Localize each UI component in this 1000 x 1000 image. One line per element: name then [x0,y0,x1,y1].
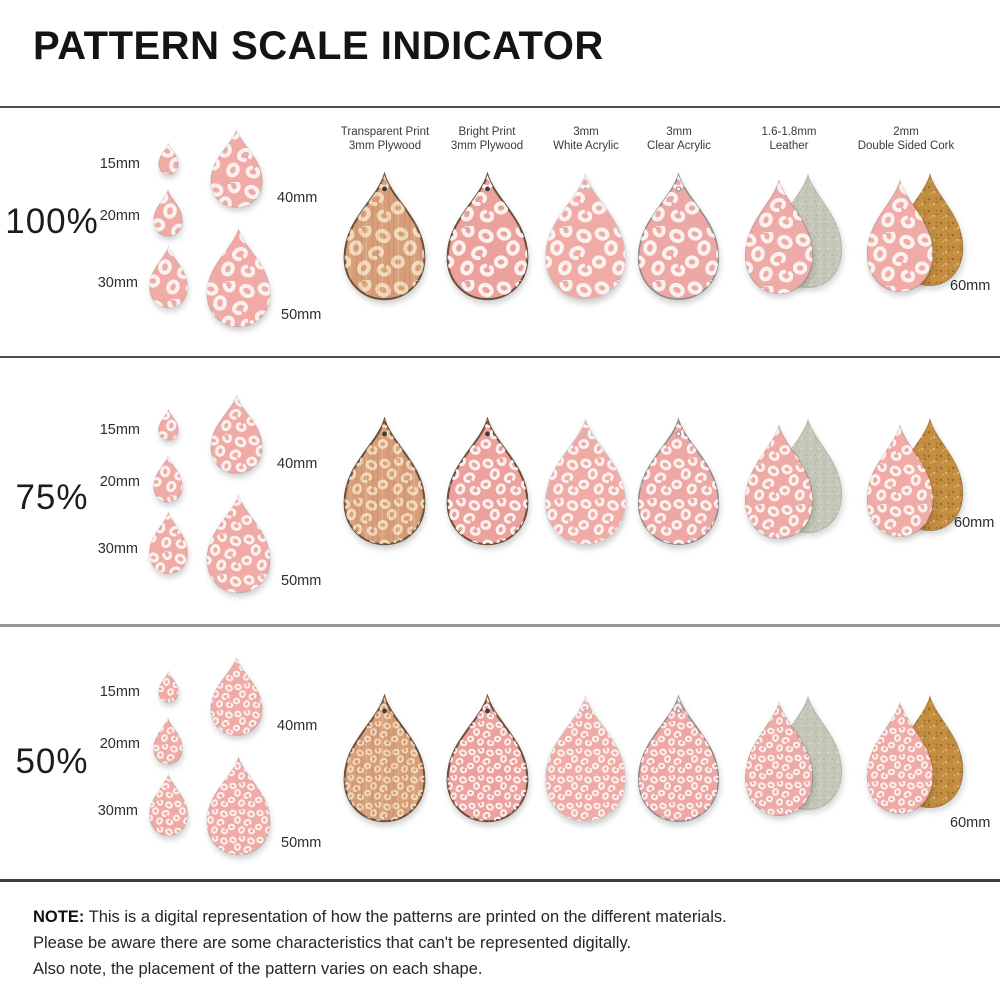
teardrop-transparent-plywood-row1 [337,171,432,302]
size-label-30mm-row3: 30mm [97,803,138,819]
teardrop-15mm-row3 [157,669,180,703]
size-label-15mm-row3: 15mm [99,684,140,700]
size-label-15mm-row2: 15mm [99,422,140,438]
column-header-bright-plywood: Bright Print 3mm Plywood [450,126,524,152]
teardrop-leather-front-row3 [739,700,819,818]
teardrop-leather-front-row1 [739,178,819,296]
page-title: PATTERN SCALE INDICATOR [33,24,604,68]
scale-label-75: 75% [15,478,89,517]
divider-top [0,106,1000,108]
size-label-30mm-row2: 30mm [97,541,138,557]
teardrop-15mm-row2 [157,407,180,441]
teardrop-cork-front-row2 [861,423,939,539]
size-label-40mm-row1: 40mm [277,190,318,206]
scale-label-100: 100% [5,202,99,241]
size-label-20mm-row2: 20mm [99,474,140,490]
teardrop-20mm-row1 [151,188,185,237]
teardrop-40mm-row2 [206,394,267,475]
teardrop-30mm-row1 [146,244,191,309]
note-block: NOTE: This is a digital representation o… [33,904,727,982]
teardrop-15mm-row1 [157,141,180,175]
column-header-cork: 2mm Double Sided Cork [857,126,955,152]
teardrop-40mm-row3 [206,656,267,737]
column-header-leather: 1.6-1.8mm Leather [761,126,817,152]
teardrop-50mm-row1 [201,227,276,329]
note-line-1: NOTE: This is a digital representation o… [33,908,727,926]
size-label-60mm-row3: 60mm [950,815,991,831]
teardrop-cork-front-row1 [861,178,939,294]
scale-label-50: 50% [15,742,89,781]
size-label-15mm-row1: 15mm [99,156,140,172]
divider-bottom [0,879,1000,882]
teardrop-leather-front-row2 [739,423,819,541]
note-label: NOTE: [33,908,85,926]
column-header-transparent-plywood: Transparent Print 3mm Plywood [340,126,430,152]
note-line-2: Please be aware there are some character… [33,934,632,952]
size-label-50mm-row1: 50mm [281,307,322,323]
size-label-20mm-row3: 20mm [99,736,140,752]
note-line-3: Also note, the placement of the pattern … [33,960,483,978]
teardrop-clear-acrylic-row3 [631,694,726,824]
teardrop-40mm-row1 [206,128,267,209]
size-label-40mm-row3: 40mm [277,718,318,734]
size-label-60mm-row2: 60mm [954,515,995,531]
teardrop-30mm-row3 [146,772,191,837]
teardrop-bright-plywood-row1 [440,171,535,302]
teardrop-white-acrylic-row1 [538,172,633,302]
teardrop-bright-plywood-row3 [440,693,535,824]
teardrop-clear-acrylic-row1 [631,172,726,302]
column-header-white-acrylic: 3mm White Acrylic [553,126,619,152]
size-label-60mm-row1: 60mm [950,278,991,294]
teardrop-50mm-row2 [201,493,276,595]
divider-row2-row3 [0,624,1000,627]
size-label-20mm-row1: 20mm [99,208,140,224]
divider-row1-row2 [0,356,1000,358]
column-header-clear-acrylic: 3mm Clear Acrylic [647,126,711,152]
teardrop-white-acrylic-row3 [538,694,633,824]
teardrop-20mm-row3 [151,716,185,765]
teardrop-30mm-row2 [146,510,191,575]
teardrop-cork-front-row3 [861,700,939,816]
teardrop-transparent-plywood-row2 [337,416,432,547]
size-label-40mm-row2: 40mm [277,456,318,472]
teardrop-20mm-row2 [151,454,185,503]
teardrop-bright-plywood-row2 [440,416,535,547]
teardrop-white-acrylic-row2 [538,417,633,547]
teardrop-50mm-row3 [201,755,276,857]
size-label-30mm-row1: 30mm [97,275,138,291]
size-label-50mm-row3: 50mm [281,835,322,851]
teardrop-clear-acrylic-row2 [631,417,726,547]
teardrop-transparent-plywood-row3 [337,693,432,824]
size-label-50mm-row2: 50mm [281,573,322,589]
